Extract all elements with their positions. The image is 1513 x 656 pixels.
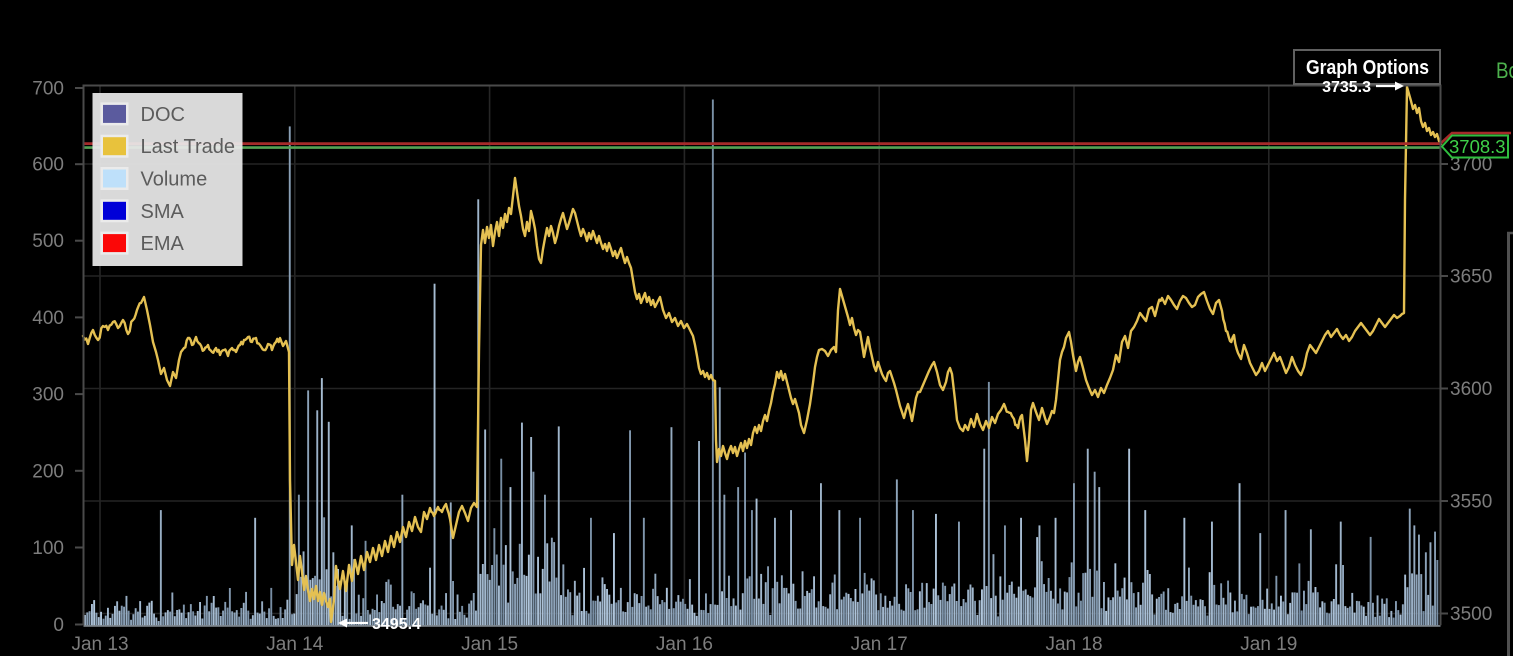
svg-text:Jan 13: Jan 13 <box>71 634 128 655</box>
svg-text:Jan 14: Jan 14 <box>266 634 323 655</box>
svg-text:Volume: Volume <box>141 169 208 191</box>
svg-text:500: 500 <box>32 231 64 252</box>
svg-text:Graph Options: Graph Options <box>1306 57 1429 79</box>
svg-text:3708.3: 3708.3 <box>1449 136 1506 157</box>
svg-text:3700: 3700 <box>1450 155 1492 176</box>
svg-text:400: 400 <box>32 308 64 329</box>
svg-text:Jan 17: Jan 17 <box>851 634 908 655</box>
svg-text:3500: 3500 <box>1450 604 1492 625</box>
svg-text:200: 200 <box>32 461 64 482</box>
svg-text:Jan 19: Jan 19 <box>1240 634 1297 655</box>
svg-text:SMA: SMA <box>141 201 185 223</box>
svg-text:3550: 3550 <box>1450 492 1492 513</box>
svg-text:3495.4: 3495.4 <box>372 616 421 633</box>
svg-text:3735.3: 3735.3 <box>1322 79 1371 96</box>
svg-text:Bo: Bo <box>1496 58 1513 83</box>
svg-text:EMA: EMA <box>141 233 185 255</box>
svg-text:300: 300 <box>32 385 64 406</box>
svg-text:700: 700 <box>32 79 64 100</box>
svg-text:Jan 16: Jan 16 <box>656 634 713 655</box>
svg-text:3600: 3600 <box>1450 379 1492 400</box>
svg-text:3650: 3650 <box>1450 267 1492 288</box>
svg-text:Jan 15: Jan 15 <box>461 634 518 655</box>
svg-text:Jan 18: Jan 18 <box>1045 634 1102 655</box>
svg-text:600: 600 <box>32 155 64 176</box>
svg-text:0: 0 <box>53 615 64 636</box>
svg-text:Last Trade: Last Trade <box>141 136 236 158</box>
svg-text:100: 100 <box>32 538 64 559</box>
svg-text:DOC: DOC <box>141 104 185 126</box>
